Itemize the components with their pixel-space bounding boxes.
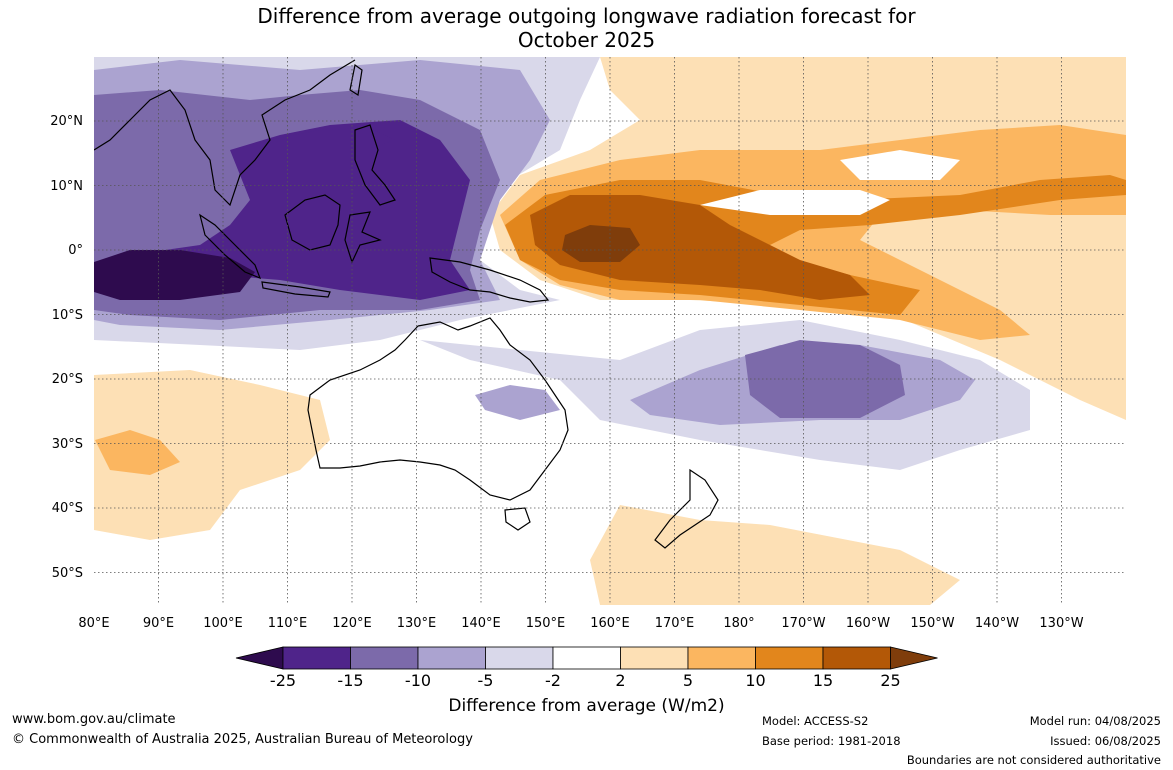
colorbar-segment [417,646,486,670]
colorbar-tick-label: -5 [478,671,494,690]
band-minus-5-10-aus [475,385,560,420]
lon-label-140e: 140°E [461,616,501,631]
website-text: www.bom.gov.au/climate [12,712,176,727]
lon-label-80e: 80°E [78,616,109,631]
band-neutral-pacific-north [840,150,960,180]
lat-label-20n: 20°N [50,114,83,129]
colorbar-segment [552,646,621,670]
colorbar-extend-low [235,646,284,670]
borneo-coast [284,194,341,251]
lon-label-120e: 120°E [332,616,372,631]
lon-label-140w: 140°W [975,616,1019,631]
mainland-asia-coast [94,59,356,207]
lat-label-30s: 30°S [52,437,83,452]
lon-label-170e: 170°E [655,616,695,631]
lat-label-20s: 20°S [52,372,83,387]
band-over-25 [562,225,640,262]
lat-label-10n: 10°N [50,179,83,194]
copyright-text: © Commonwealth of Australia 2025, Austra… [12,732,473,747]
colorbar-tick-label: -2 [545,671,561,690]
colorbar-extend-high [890,646,938,670]
graticule [94,57,1126,605]
band-2-5-indian-south [94,370,330,540]
colorbar-tick-label: -10 [405,671,431,690]
sumatra-coast [199,213,262,280]
title-line-2: October 2025 [517,28,656,52]
colorbar-segment [755,646,824,670]
title-line-1: Difference from average outgoing longwav… [257,4,916,28]
lon-label-90e: 90°E [143,616,174,631]
sulawesi-coast [344,211,382,264]
lon-label-150w: 150°W [910,616,954,631]
colorbar-tick-label: 10 [745,671,765,690]
new-guinea-coast [429,257,550,303]
lon-label-160w: 160°W [846,616,890,631]
lon-label-160e: 160°E [590,616,630,631]
anomaly-field [94,57,1126,605]
model-run-text: Model run: 04/08/2025 [1029,714,1161,728]
colorbar-segment [485,646,554,670]
band-minus-10-15-south [745,340,905,418]
map-title: Difference from average outgoing longwav… [0,4,1173,52]
colorbar-title: Difference from average (W/m2) [448,696,725,716]
new-zealand-coast [654,468,719,549]
colorbar-segment [620,646,689,670]
colorbar-tick-label: -15 [337,671,363,690]
longitude-labels: 80°E 90°E 100°E 110°E 120°E 130°E 140°E … [78,616,1083,631]
colorbar-tick-label: 25 [880,671,900,690]
philippines-coast [354,124,396,206]
colorbar-tick-label: 15 [813,671,833,690]
lon-label-150e: 150°E [526,616,566,631]
colorbar-segment [350,646,419,670]
lat-label-50s: 50°S [52,566,83,581]
band-2-5-nz [590,505,960,605]
issued-text: Issued: 06/08/2025 [1050,734,1161,748]
lon-label-110e: 110°E [268,616,308,631]
band-15-25 [530,195,870,300]
lon-label-130e: 130°E [397,616,437,631]
band-below-minus-25 [94,250,255,300]
lon-label-130w: 130°W [1039,616,1083,631]
lon-label-170w: 170°W [781,616,825,631]
disclaimer-text: Boundaries are not considered authoritat… [906,753,1161,767]
australia-coast [307,317,569,501]
colorbar-tick-label: -25 [270,671,296,690]
lat-label-10s: 10°S [52,308,83,323]
colorbar-tick-label: 2 [615,671,625,690]
colorbar-segment [687,646,756,670]
latitude-labels: 20°N 10°N 0° 10°S 20°S 30°S 40°S 50°S [50,114,83,581]
base-period-text: Base period: 1981-2018 [762,734,901,748]
java-coast [261,281,331,298]
lat-label-equator: 0° [68,243,83,258]
colorbar: -25 -15 -10 -5 -2 2 5 10 15 25 [235,646,938,690]
colorbar-segment [822,646,891,670]
colorbar-tick-label: 5 [683,671,693,690]
model-text: Model: ACCESS-S2 [762,714,869,728]
lon-label-100e: 100°E [203,616,243,631]
band-neutral-pacific [700,190,890,215]
lon-label-180: 180° [723,616,754,631]
tasmania-coast [504,507,531,531]
colorbar-segment [282,646,351,670]
band-minus-15-25-north [270,128,395,155]
lat-label-40s: 40°S [52,501,83,516]
